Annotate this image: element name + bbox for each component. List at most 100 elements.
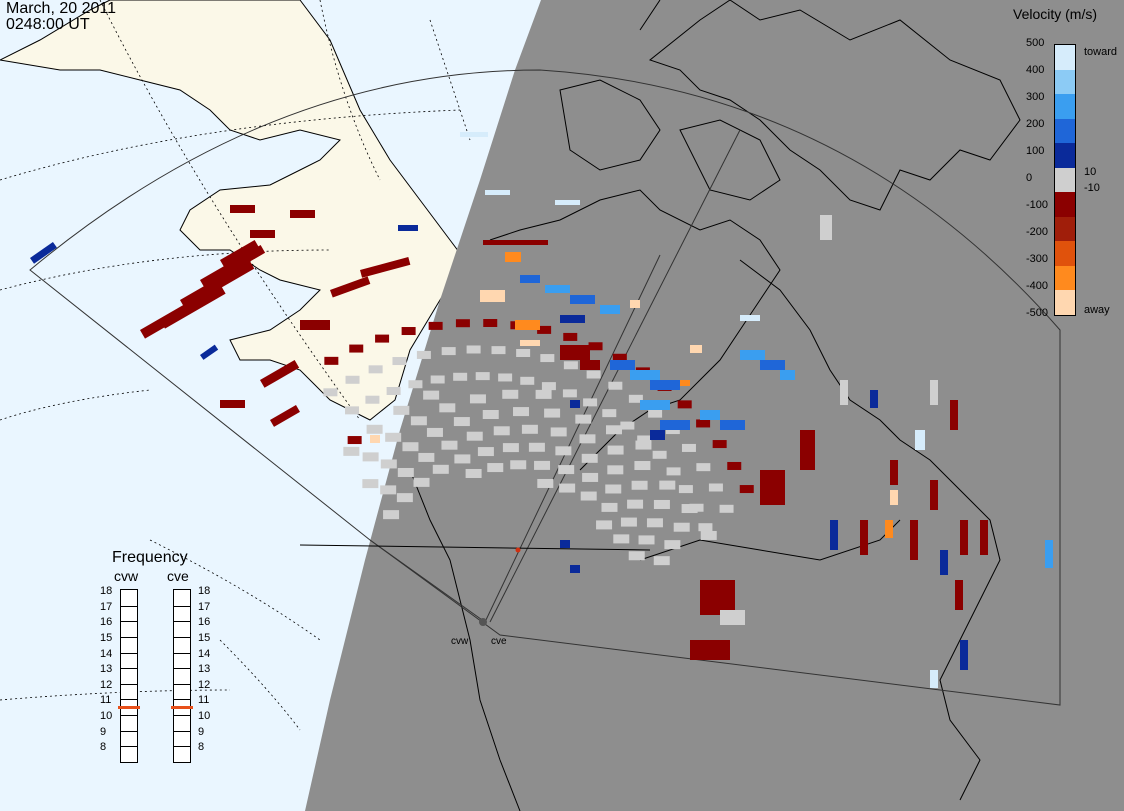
scatter-cell (960, 640, 968, 670)
scatter-cell (960, 520, 968, 555)
scatter-cell (588, 342, 603, 351)
scatter-cell (534, 460, 551, 470)
scatter-cell (521, 424, 538, 434)
scatter-cell (541, 382, 556, 391)
scatter-cell (323, 388, 338, 397)
scatter-cell (502, 389, 519, 399)
site-label-cvw: cvw (451, 636, 469, 647)
frequency-cell-divider (174, 636, 190, 638)
freq-label-right: 13 (198, 663, 211, 676)
scatter-cell (475, 372, 490, 381)
scatter-cell (870, 390, 878, 408)
colorbar-tick-label: 200 (1026, 118, 1045, 130)
scatter-cell (520, 340, 540, 346)
scatter-cell (689, 503, 704, 512)
scatter-cell (540, 354, 555, 363)
scatter-cell (375, 334, 390, 343)
scatter-cell (605, 484, 622, 494)
scatter-cell (980, 520, 988, 555)
scatter-cell (690, 640, 730, 660)
scatter-cell (365, 395, 380, 404)
scatter-cell (760, 470, 785, 505)
scatter-cell (885, 520, 893, 538)
frequency-cell-divider (174, 683, 190, 685)
scatter-cell (890, 490, 898, 505)
frequency-cell-divider (174, 699, 190, 701)
freq-label-left: 15 (100, 631, 113, 644)
freq-label-right: 16 (198, 616, 211, 629)
scatter-cell (627, 499, 644, 509)
scatter-cell (720, 420, 745, 430)
freq-label-left: 10 (100, 710, 113, 723)
scatter-cell (200, 344, 219, 360)
scatter-cell (269, 405, 300, 427)
scatter-cell (930, 380, 938, 405)
scatter-cell (537, 325, 552, 334)
scatter-cell (680, 380, 690, 386)
scatter-cell (696, 419, 711, 428)
frequency-cell-divider (174, 730, 190, 732)
radar-site-marker (515, 547, 521, 553)
scatter-cell (359, 257, 411, 278)
scatter-cell (159, 285, 226, 329)
scatter-cell (560, 345, 590, 360)
scatter-cell (653, 556, 670, 566)
freq-label-right: 9 (198, 725, 205, 738)
scatter-cell (465, 468, 482, 478)
scatter-cell (432, 464, 449, 474)
scatter-cell (423, 390, 440, 400)
freq-label-right: 10 (198, 710, 211, 723)
scatter-cell (250, 230, 275, 238)
scatter-cell (562, 389, 577, 398)
scatter-cell (930, 480, 938, 510)
scatter-cell (582, 472, 599, 482)
scatter-cell (605, 425, 622, 435)
scatter-cell (580, 360, 600, 370)
scatter-cell (550, 427, 567, 437)
freq-label-left: 14 (100, 647, 113, 660)
scatter-cell (466, 345, 481, 354)
scatter-cell (402, 442, 419, 452)
scatter-cell (583, 398, 598, 407)
scatter-cell (469, 394, 486, 404)
scatter-cell (401, 327, 416, 336)
scatter-cell (915, 430, 925, 450)
frequency-bar-cvw (118, 589, 140, 763)
frequency-cell-divider (121, 621, 137, 623)
freq-label-left: 8 (100, 741, 107, 754)
scatter-cell (660, 420, 690, 430)
scatter-cell (612, 353, 627, 362)
colorbar-tick-label: 500 (1026, 37, 1045, 49)
colorbar-annotation: away (1084, 304, 1110, 316)
scatter-cell (659, 480, 676, 490)
scatter-cell (480, 290, 505, 302)
scatter-cell (396, 493, 413, 503)
scatter-cell (586, 370, 601, 379)
scatter-cell (760, 360, 785, 370)
scatter-cell (630, 370, 660, 380)
scatter-cell (630, 300, 640, 308)
colorbar-segment (1055, 265, 1075, 291)
scatter-cell (345, 406, 360, 415)
colorbar-segment (1055, 94, 1075, 120)
scatter-cell (635, 440, 652, 450)
frequency-bar-cve (171, 589, 193, 763)
scatter-cell (940, 550, 948, 575)
scatter-cell (385, 432, 402, 442)
scatter-cell (200, 244, 266, 288)
scatter-cell (498, 373, 513, 382)
frequency-cell-divider (121, 668, 137, 670)
scatter-cell (537, 478, 554, 488)
scatter-cell (300, 320, 330, 330)
scatter-cell (955, 580, 963, 610)
scatter-cell (230, 205, 255, 213)
freq-label-right: 18 (198, 585, 211, 597)
freq-label-right: 17 (198, 600, 211, 613)
scatter-cell (528, 442, 545, 452)
colorbar-segment (1055, 216, 1075, 242)
scatter-cell (483, 319, 498, 328)
scatter-cell (700, 410, 720, 420)
scatter-cell (910, 520, 918, 560)
frequency-cell-divider (174, 746, 190, 748)
radar-site-marker (479, 618, 487, 626)
